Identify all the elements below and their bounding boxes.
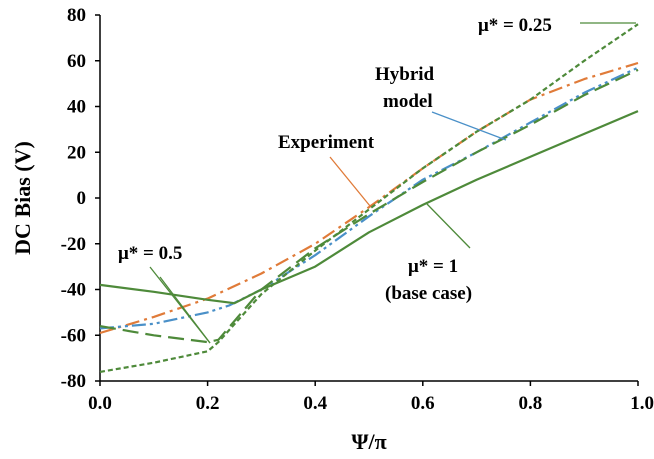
- y-tick-label: 40: [67, 97, 86, 118]
- series-line-4: [99, 110, 639, 305]
- annotation-mu1_line2: (base case): [385, 283, 472, 304]
- annotation-experiment: Experiment: [278, 132, 375, 153]
- y-axis-title: DC Bias (V): [10, 141, 35, 255]
- x-tick-label: 0.0: [88, 393, 112, 414]
- annotation-hybrid_line2: model: [383, 91, 433, 112]
- annotation-mu05: μ* = 0.5: [118, 243, 182, 264]
- x-tick-label: 0.6: [411, 393, 435, 414]
- y-tick-label: 20: [67, 142, 86, 163]
- leader-mu05-2: [159, 276, 211, 344]
- leader-mu1: [426, 203, 471, 249]
- y-tick-label: -60: [61, 325, 86, 346]
- annotations: μ* = 0.25 Hybrid model Experiment μ* = 0.5 μ*…: [118, 15, 636, 344]
- y-tick-label: 80: [67, 5, 86, 26]
- annotation-hybrid_line1: Hybrid: [375, 64, 435, 85]
- series-line-1: [99, 66, 639, 330]
- y-tick-label: -80: [61, 371, 86, 392]
- x-tick-label: 0.2: [196, 393, 220, 414]
- x-tick-label: 0.4: [303, 393, 327, 414]
- axes: -80 -60 -40 -20 0 20 40 60 80 0.0 0.2 0.4 0.6 0.8 1.0 D…: [10, 5, 654, 454]
- y-tick-label: -20: [61, 234, 86, 255]
- leader-experiment: [329, 156, 371, 207]
- series-line-3: [99, 23, 639, 373]
- leader-hybrid: [431, 111, 507, 141]
- x-axis-title: Ψ/π: [351, 429, 386, 454]
- y-tick-label: 60: [67, 51, 86, 72]
- x-tick-label: 1.0: [630, 393, 654, 414]
- series-line-0: [99, 61, 639, 335]
- y-tick-label: 0: [77, 188, 87, 209]
- x-tick-label: 0.8: [519, 393, 543, 414]
- annotation-mu1_line1: μ* = 1: [408, 256, 458, 277]
- annotation-mu025: μ* = 0.25: [478, 15, 552, 36]
- y-tick-label: -40: [61, 280, 86, 301]
- series-group: [99, 23, 639, 373]
